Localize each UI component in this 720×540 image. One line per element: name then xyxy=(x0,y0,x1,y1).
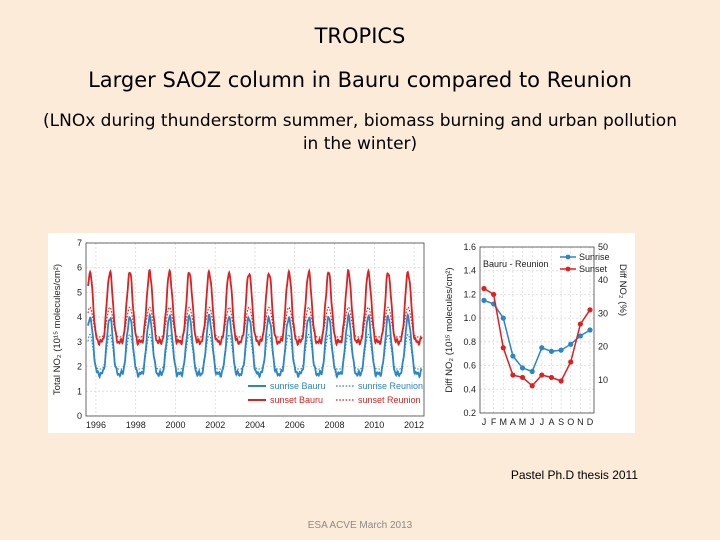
x-tick-label: D xyxy=(587,417,594,427)
data-point-sunrise xyxy=(548,348,555,354)
x-tick-label: M xyxy=(519,417,527,427)
data-point-sunset xyxy=(500,345,506,351)
series-line-sunrise xyxy=(483,299,591,373)
y-tick-label: 7 xyxy=(77,238,82,248)
plot-frame xyxy=(479,246,595,414)
x-tick-label: M xyxy=(500,417,508,427)
y-tick-label: 0.6 xyxy=(463,361,476,371)
legend-label: sunset Bauru xyxy=(270,395,323,405)
slide-note: (LNOx during thunderstorm summer, biomas… xyxy=(43,111,677,154)
series-line-sunset-reunion xyxy=(87,306,423,338)
data-point-sunset xyxy=(481,285,487,292)
y-tick-label: 0.2 xyxy=(463,408,476,418)
slide-subtitle: Larger SAOZ column in Bauru compared to … xyxy=(88,68,632,92)
y-right-tick-label: 50 xyxy=(598,242,608,252)
data-point-sunset xyxy=(587,307,593,313)
y-tick-label: 6 xyxy=(77,263,82,273)
x-tick-label: F xyxy=(491,417,497,427)
legend-marker xyxy=(565,254,571,260)
x-tick-label: A xyxy=(548,417,554,427)
legend: Bauru - Reunion Sunrise Sunset xyxy=(483,252,610,274)
x-tick-label: 2008 xyxy=(325,420,345,430)
data-point-sunset xyxy=(577,321,583,327)
footer-text: ESA ACVE March 2013 xyxy=(307,520,413,531)
y-tick-label: 1.2 xyxy=(463,289,476,299)
plot-frame xyxy=(85,242,425,417)
data-point-sunset xyxy=(529,383,535,389)
x-tick-label: J xyxy=(482,417,487,427)
legend-label: sunrise Reunion xyxy=(358,381,423,391)
data-point-sunrise xyxy=(539,345,545,351)
series-line-sunset xyxy=(483,287,591,387)
x-tick-label: 1996 xyxy=(86,420,106,430)
y-right-axis-label: Diff NO₂ (%) xyxy=(617,264,628,316)
y-right-tick-label: 20 xyxy=(598,342,608,352)
data-point-sunset xyxy=(510,372,516,378)
series-line-sunrise-bauru xyxy=(87,311,423,380)
y-right-tick-label: 10 xyxy=(598,375,608,385)
x-tick-label: 2004 xyxy=(245,420,265,430)
legend-label: Sunrise xyxy=(579,252,610,262)
x-tick-label: A xyxy=(510,417,516,427)
y-tick-label: 1 xyxy=(77,386,82,396)
series-line-sunrise-reunion xyxy=(87,333,423,370)
x-tick-label: 1998 xyxy=(126,420,146,430)
x-tick-label: 2012 xyxy=(404,420,424,430)
y-right-tick-label: 30 xyxy=(598,308,608,318)
data-point-sunrise xyxy=(587,327,593,333)
x-tick-label: O xyxy=(567,417,574,427)
y-tick-label: 0 xyxy=(77,411,82,421)
y-tick-label: 0.4 xyxy=(463,384,476,394)
data-point-sunrise xyxy=(529,368,535,375)
timeseries-chart: 0 1 2 3 4 5 6 7 1996 1998 2000 2002 2004 2006 2008 2010… xyxy=(52,238,425,430)
y-tick-label: 3 xyxy=(77,337,82,347)
y-tick-label: 5 xyxy=(77,287,82,297)
y-tick-label: 1.6 xyxy=(463,242,476,252)
data-point-sunrise xyxy=(577,333,583,339)
data-point-sunrise xyxy=(558,347,564,353)
y-tick-label: 0.8 xyxy=(463,337,476,347)
data-point-sunset xyxy=(519,374,526,381)
y-axis-label: Total NO₂ (10¹⁵ molecules/cm²) xyxy=(52,264,63,395)
data-point-sunrise xyxy=(519,365,526,371)
legend-box xyxy=(243,378,423,415)
data-point-sunrise xyxy=(500,315,506,321)
credit-text: Pastel Ph.D thesis 2011 xyxy=(510,468,638,482)
data-point-sunrise xyxy=(481,297,487,303)
data-point-sunrise xyxy=(510,353,516,359)
data-point-sunset xyxy=(539,372,545,378)
x-tick-label: 2002 xyxy=(205,420,225,430)
y-tick-label: 1.0 xyxy=(463,313,476,323)
y-tick-label: 2 xyxy=(77,362,82,372)
legend-label: Sunset xyxy=(579,264,608,274)
x-tick-label: 2010 xyxy=(364,420,384,430)
x-tick-label: N xyxy=(577,417,584,427)
x-tick-label: 2006 xyxy=(285,420,305,430)
legend: sunrise Bauru sunset Bauru sunrise Reunion… xyxy=(243,378,423,415)
x-tick-label: J xyxy=(530,417,535,427)
y-tick-label: 1.4 xyxy=(463,266,476,276)
legend-label: sunset Reunion xyxy=(358,395,421,405)
y-axis-label: Diff NO₂ (10¹⁵ molecules/cm²) xyxy=(444,267,455,392)
y-right-tick-label: 40 xyxy=(598,275,608,285)
x-tick-label: 2000 xyxy=(165,420,185,430)
data-point-sunset xyxy=(568,359,574,365)
figure-panel: 0 1 2 3 4 5 6 7 1996 1998 2000 2002 2004 2006 2008 2010… xyxy=(48,233,635,433)
slide-title: TROPICS xyxy=(314,24,406,48)
data-point-sunset xyxy=(491,291,497,298)
legend-marker xyxy=(565,266,571,272)
data-point-sunset xyxy=(558,378,564,384)
y-tick-label: 4 xyxy=(77,312,82,322)
legend-label: sunrise Bauru xyxy=(270,381,326,391)
x-tick-label: J xyxy=(540,417,545,427)
x-tick-label: S xyxy=(558,417,564,427)
data-point-sunset xyxy=(548,374,555,381)
data-point-sunrise xyxy=(568,341,574,347)
legend-title: Bauru - Reunion xyxy=(483,259,549,269)
